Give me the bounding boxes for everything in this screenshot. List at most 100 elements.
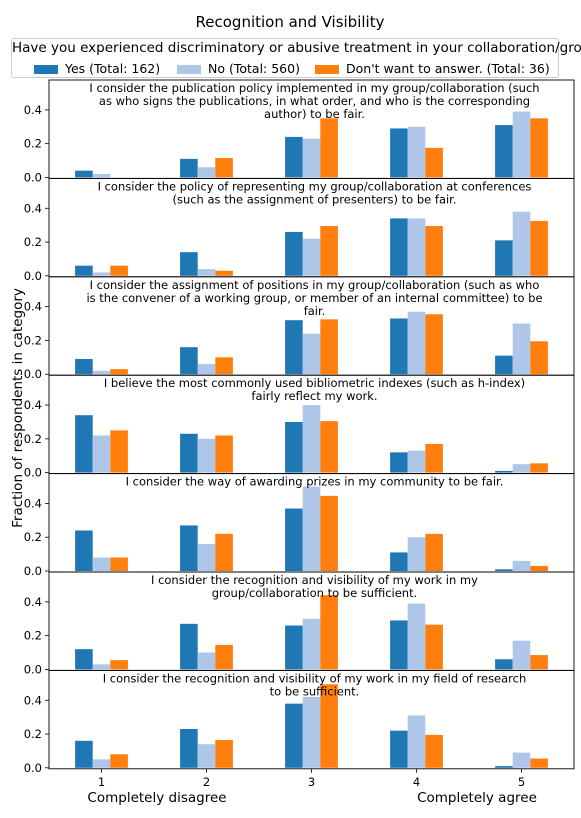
panel-title-line: is the convener of a working group, or m… [86,291,542,305]
x-category-label-left: Completely disagree [87,790,226,806]
bar-panel6-cat1-s1 [75,649,93,670]
bar-panel3-cat4-s1 [390,318,408,375]
bar-panel5-cat3-s3 [320,495,338,571]
x-tick-label: 4 [413,775,420,789]
bar-panel3-cat3-s2 [302,333,321,375]
panel-title-line: I consider the recognition and visibilit… [151,573,478,587]
bar-panel3-cat3-s1 [285,320,303,375]
y-tick-label: 0.0 [24,761,42,775]
bar-panel5-cat5-s3 [530,565,548,571]
x-category-label-right: Completely agree [417,790,537,806]
panel-title-line: I consider the policy of representing my… [98,179,532,193]
bar-panel5-cat3-s1 [285,508,303,571]
bar-panel3-cat4-s2 [407,311,426,375]
bar-panel7-cat1-s2 [92,759,111,768]
bar-panel4-cat3-s1 [285,421,303,473]
bar-panel6-cat4-s2 [407,603,426,670]
panel-title-line: fair. [304,304,326,318]
bar-panel7-cat4-s2 [407,715,426,768]
y-tick-label: 0.4 [24,496,42,510]
bar-panel1-cat2-s2 [197,167,216,178]
y-tick-label: 0.0 [24,367,42,381]
bar-panel1-cat4-s1 [390,128,408,178]
bar-panel7-cat5-s1 [495,766,513,768]
bar-panel7-cat5-s3 [530,758,548,768]
bar-panel4-cat2-s1 [180,433,198,473]
x-tick-label: 2 [203,775,210,789]
bar-panel4-cat5-s3 [530,463,548,473]
bar-panel5-cat2-s3 [215,533,233,571]
bar-panel1-cat5-s3 [530,118,548,178]
bar-panel5-cat1-s3 [110,557,128,571]
bar-panel3-cat4-s3 [425,314,443,375]
panel-title-line: (such as the assignment of presenters) t… [172,192,456,206]
bar-panel2-cat1-s1 [75,265,93,276]
y-tick-label: 0.2 [24,235,42,249]
panel-4: 0.0 0.2 0.4 I believe the most commonly use… [24,374,575,480]
bar-panel1-cat1-s1 [75,170,93,178]
bar-panel2-cat4-s3 [425,226,443,276]
x-tick-label: 3 [308,775,315,789]
panel-title-line: as who signs the publications, in what o… [99,94,530,108]
bar-panel5-cat2-s1 [180,525,198,571]
bar-panel2-cat5-s2 [512,211,531,276]
bar-panel3-cat5-s1 [495,355,513,375]
bar-panel7-cat4-s3 [425,734,443,768]
panel-3: 0.0 0.2 0.4 I consider the assignment of po… [24,276,575,381]
bar-panel5-cat3-s2 [302,486,321,571]
panel-2: 0.0 0.2 0.4 I consider the policy of repres… [24,177,575,283]
panel-title-line: I consider the recognition and visibilit… [103,671,527,685]
bar-panel3-cat1-s1 [75,359,93,375]
legend-swatch-no [177,65,201,74]
bar-panel6-cat2-s2 [197,652,216,670]
bar-panel3-cat2-s2 [197,364,216,375]
bar-panel5-cat5-s1 [495,569,513,571]
y-tick-label: 0.4 [24,398,42,412]
y-tick-label: 0.0 [24,170,42,184]
bar-panel4-cat3-s3 [320,421,338,473]
panel-title-line: group/collaboration to be sufficient. [212,586,418,600]
bar-panel5-cat4-s2 [407,537,426,571]
legend-swatch-dont-want [315,65,339,74]
bar-panel2-cat2-s2 [197,269,216,276]
bar-panel1-cat2-s3 [215,157,233,178]
bar-panel2-cat3-s3 [320,226,338,276]
panel-title-line: I consider the way of awarding prizes in… [126,475,504,489]
bar-panel6-cat2-s3 [215,644,233,670]
panel-7: 0.0 0.2 0.4 I consider the recognition and … [24,669,575,775]
bar-panel6-cat3-s1 [285,625,303,670]
bar-panel4-cat1-s3 [110,430,128,473]
bar-panel4-cat5-s1 [495,470,513,473]
bar-panel7-cat4-s1 [390,730,408,768]
bar-panel7-cat3-s3 [320,684,338,768]
bar-panel2-cat3-s1 [285,231,303,276]
bar-panel6-cat1-s2 [92,664,111,670]
legend-swatch-yes [34,65,58,74]
x-tick-label: 1 [98,775,105,789]
bar-panel4-cat4-s2 [407,450,426,473]
y-tick-label: 0.2 [24,137,42,151]
bar-panel2-cat5-s1 [495,240,513,276]
bar-panel5-cat4-s1 [390,552,408,571]
y-tick-label: 0.2 [24,727,42,741]
y-axis-label: Fraction of respondents in category [10,288,26,528]
panel-1: 0.0 0.2 0.4 I consider the publication poli… [24,79,575,184]
y-tick-label: 0.2 [24,530,42,544]
bar-panel7-cat2-s1 [180,728,198,768]
bar-panel3-cat1-s2 [92,370,111,375]
bar-panel1-cat1-s2 [92,174,111,178]
y-tick-label: 0.4 [24,201,42,215]
chart-title: Recognition and Visibility [196,13,385,31]
x-tick-label: 5 [518,775,525,789]
bar-panel7-cat2-s2 [197,744,216,768]
panel-6: 0.0 0.2 0.4 I consider the recognition and … [24,571,575,676]
bar-panel5-cat4-s3 [425,533,443,571]
bar-panel7-cat1-s1 [75,740,93,768]
bar-panel3-cat2-s3 [215,357,233,375]
bar-panel5-cat1-s2 [92,557,111,571]
panel-title-line: to be sufficient. [270,684,360,698]
legend-item-dont-want: Don't want to answer. (Total: 36) [315,61,550,76]
panel-5: 0.0 0.2 0.4 I consider the way of awarding … [24,473,575,578]
bar-panel7-cat1-s3 [110,754,128,768]
